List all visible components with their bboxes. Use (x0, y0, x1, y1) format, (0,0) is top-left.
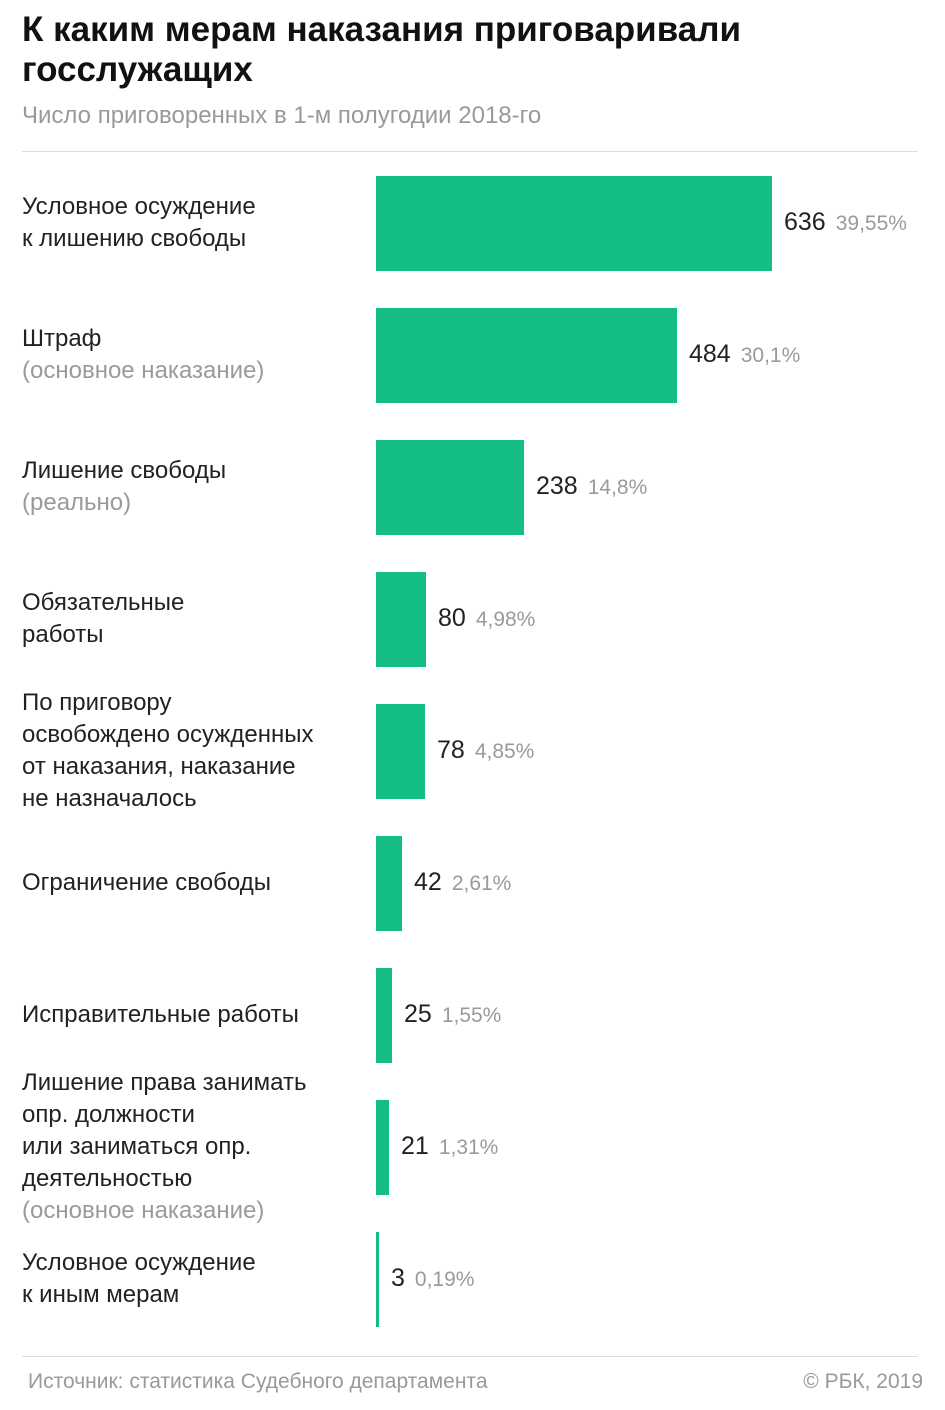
category-name: Ограничение свободы (22, 869, 271, 896)
category-name: Условное осуждение к лишению свободы (22, 193, 256, 252)
bar (376, 1099, 389, 1195)
value-label: 3 0,19% (391, 1263, 474, 1295)
value-percent: 1,31% (438, 1136, 499, 1159)
value-percent: 4,98% (475, 608, 536, 631)
value-label: 80 4,98% (438, 603, 535, 635)
category-label: Лишение права занимать опр. должности ил… (22, 1067, 367, 1227)
value-label: 238 14,8% (536, 471, 647, 503)
category-name: Штраф (22, 325, 102, 352)
category-note: (реально) (22, 489, 132, 516)
bar (376, 571, 426, 667)
category-label: По приговору освобождено осужденных от н… (22, 687, 367, 815)
bar (376, 835, 402, 931)
value-label: 42 2,61% (414, 867, 511, 899)
value-percent: 0,19% (414, 1268, 475, 1291)
top-divider (22, 151, 918, 152)
category-name: Лишение свободы (22, 457, 227, 484)
bar (376, 703, 425, 799)
value-number: 42 (414, 868, 442, 896)
category-label: Условное осуждение к иным мерам (22, 1247, 367, 1311)
value-number: 21 (401, 1132, 429, 1160)
chart-subtitle: Число приговоренных в 1-м полугодии 2018… (22, 102, 542, 129)
value-number: 78 (437, 736, 465, 764)
category-name: Лишение права занимать опр. должности ил… (22, 1069, 307, 1192)
category-label: Обязательные работы (22, 587, 367, 651)
value-percent: 14,8% (587, 476, 648, 499)
bottom-divider (22, 1356, 918, 1357)
value-label: 78 4,85% (437, 735, 534, 767)
value-number: 484 (689, 340, 731, 368)
category-name: Обязательные работы (22, 589, 185, 648)
value-number: 3 (391, 1264, 405, 1292)
value-label: 636 39,55% (784, 207, 907, 239)
value-percent: 39,55% (835, 212, 907, 235)
category-label: Исправительные работы (22, 999, 367, 1031)
value-number: 636 (784, 208, 826, 236)
bar (376, 439, 524, 535)
value-number: 238 (536, 472, 578, 500)
category-note: (основное наказание) (22, 1197, 265, 1224)
value-number: 80 (438, 604, 466, 632)
bar (376, 1231, 379, 1327)
bar (376, 967, 392, 1063)
category-note: (основное наказание) (22, 357, 265, 384)
value-label: 25 1,55% (404, 999, 501, 1031)
category-label: Условное осуждение к лишению свободы (22, 191, 367, 255)
value-percent: 4,85% (474, 740, 535, 763)
category-label: Лишение свободы (реально) (22, 455, 367, 519)
bar (376, 307, 677, 403)
value-label: 484 30,1% (689, 339, 800, 371)
bar (376, 175, 772, 271)
value-percent: 30,1% (740, 344, 801, 367)
copyright-note: © РБК, 2019 (803, 1370, 923, 1393)
category-label: Ограничение свободы (22, 867, 367, 899)
value-percent: 2,61% (451, 872, 512, 895)
category-name: По приговору освобождено осужденных от н… (22, 689, 314, 812)
chart-title: К каким мерам наказания приговаривали го… (22, 10, 741, 89)
source-note: Источник: статистика Судебного департаме… (28, 1370, 488, 1393)
category-label: Штраф (основное наказание) (22, 323, 367, 387)
value-number: 25 (404, 1000, 432, 1028)
category-name: Условное осуждение к иным мерам (22, 1249, 256, 1308)
category-name: Исправительные работы (22, 1001, 299, 1028)
value-label: 21 1,31% (401, 1131, 498, 1163)
value-percent: 1,55% (441, 1004, 502, 1027)
